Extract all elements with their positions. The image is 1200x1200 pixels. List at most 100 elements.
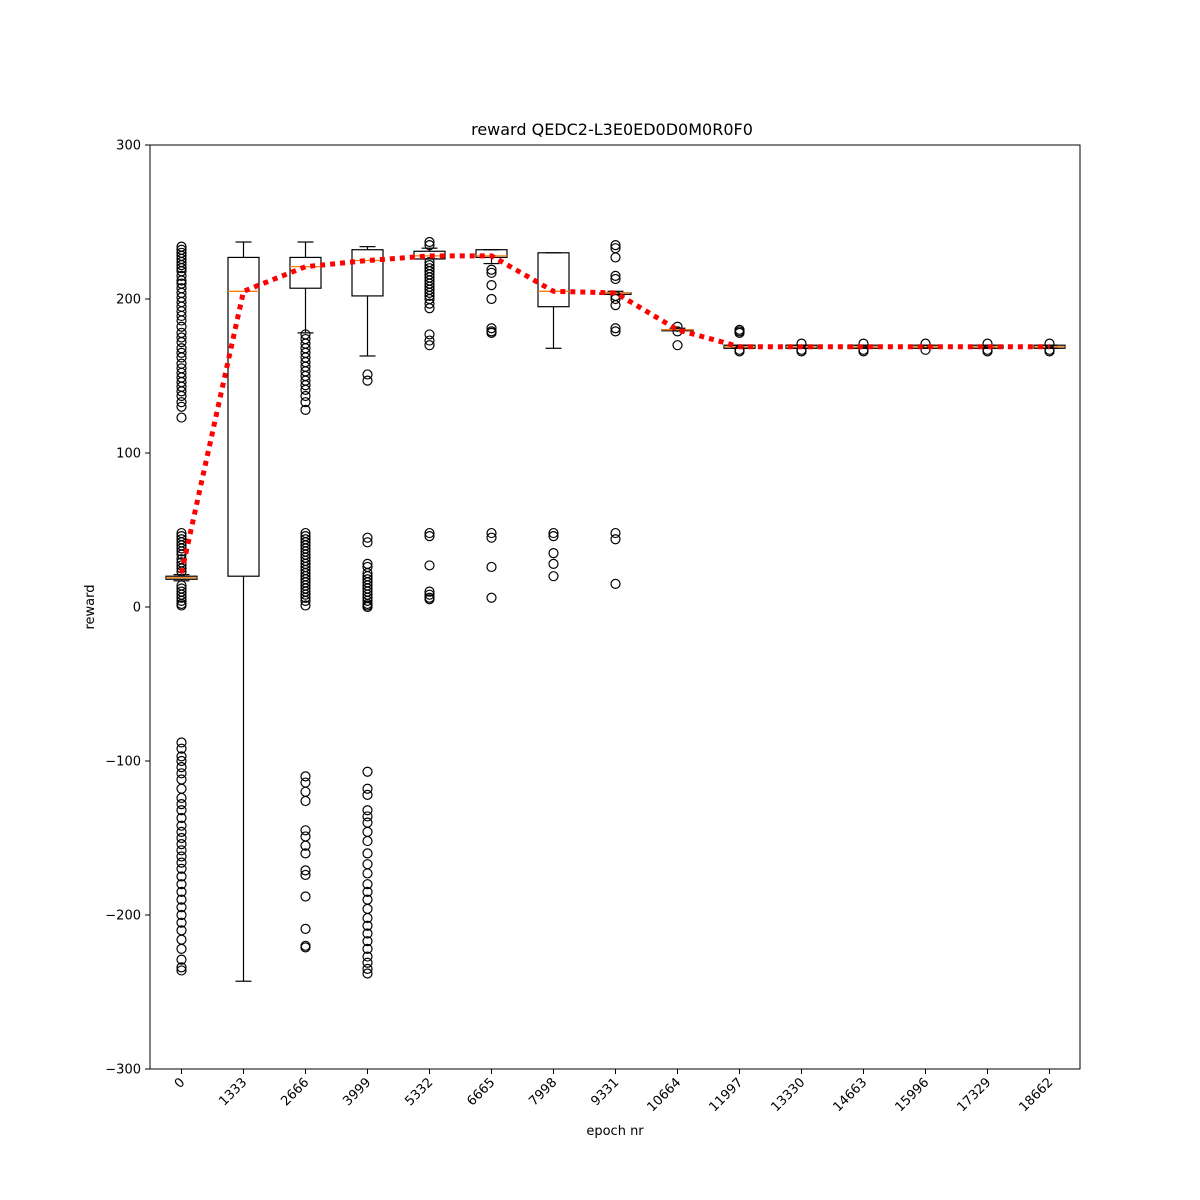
- flier-point: [610, 270, 621, 281]
- flier-point: [176, 857, 187, 868]
- flier-point: [362, 766, 373, 777]
- flier-point: [362, 375, 373, 386]
- flier-point: [362, 928, 373, 939]
- flier-point: [424, 335, 435, 346]
- flier-point: [300, 390, 311, 402]
- flier-point: [920, 338, 931, 349]
- flier-point: [486, 293, 497, 305]
- flier-point: [362, 968, 373, 979]
- flier-point: [300, 397, 311, 408]
- flier-point: [176, 337, 187, 348]
- flier-point: [610, 273, 621, 285]
- flier-point: [610, 240, 621, 251]
- flier-point: [424, 236, 435, 248]
- flier-point: [176, 595, 187, 606]
- flier-point: [362, 601, 373, 613]
- flier-point: [176, 751, 187, 762]
- y-tick-label: 0: [133, 601, 141, 616]
- flier-point: [362, 369, 373, 380]
- flier-point: [486, 532, 497, 543]
- flier-point: [176, 755, 187, 767]
- flier-point: [176, 315, 187, 326]
- flier-point: [982, 338, 993, 349]
- flier-point: [486, 267, 497, 278]
- flier-point: [176, 275, 187, 286]
- flier-point: [176, 886, 187, 898]
- flier-point: [176, 909, 187, 921]
- chart-title: reward QEDC2-L3E0ED0D0M0R0F0: [471, 120, 753, 139]
- flier-point: [176, 792, 187, 804]
- flier-point: [176, 820, 187, 831]
- flier-point: [362, 789, 373, 800]
- flier-point: [176, 270, 187, 281]
- flier-point: [486, 280, 497, 291]
- plot-area: [165, 236, 1066, 982]
- flier-point: [610, 578, 621, 590]
- flier-point: [424, 290, 435, 302]
- x-axis-label: epoch nr: [586, 1124, 644, 1139]
- flier-point: [610, 252, 621, 263]
- flier-point: [362, 848, 373, 859]
- flier-point: [424, 298, 435, 309]
- flier-point: [176, 962, 187, 973]
- flier-point: [362, 783, 373, 794]
- flier-point: [362, 963, 373, 975]
- flier-point: [300, 848, 311, 859]
- flier-point: [176, 894, 187, 905]
- flier-point: [300, 840, 311, 851]
- flier-point: [362, 957, 373, 968]
- flier-point: [362, 811, 373, 822]
- flier-point: [548, 571, 559, 582]
- flier-point: [424, 531, 435, 542]
- flier-point: [424, 303, 435, 314]
- flier-point: [300, 600, 311, 611]
- flier-point: [176, 902, 187, 913]
- flier-point: [610, 323, 621, 334]
- flier-point: [362, 868, 373, 879]
- flier-point: [176, 737, 187, 748]
- flier-point: [424, 340, 435, 351]
- flier-point: [176, 799, 187, 810]
- flier-point: [486, 561, 497, 573]
- flier-point: [858, 346, 869, 357]
- flier-point: [176, 566, 187, 577]
- flier-point: [920, 344, 931, 355]
- flier-point: [300, 825, 311, 836]
- flier-point: [362, 537, 373, 548]
- flier-point: [176, 543, 187, 554]
- flier-point: [610, 527, 621, 539]
- flier-point: [176, 397, 187, 408]
- box-3999: [351, 246, 384, 979]
- flier-point: [176, 332, 187, 343]
- flier-point: [176, 762, 187, 773]
- flier-point: [176, 954, 187, 965]
- flier-point: [176, 845, 187, 856]
- flier-point: [176, 321, 187, 332]
- flier-point: [362, 886, 373, 898]
- flier-point: [300, 404, 311, 415]
- flier-point: [362, 943, 373, 954]
- box-1333: [227, 241, 260, 982]
- flier-point: [176, 401, 187, 412]
- flier-point: [610, 326, 621, 337]
- flier-point: [176, 390, 187, 402]
- flier-point: [176, 386, 187, 397]
- y-tick-label: −100: [105, 755, 141, 770]
- flier-point: [858, 338, 869, 349]
- flier-point: [300, 380, 311, 391]
- flier-point: [176, 917, 187, 928]
- flier-point: [548, 527, 559, 539]
- flier-point: [486, 264, 497, 275]
- flier-point: [176, 839, 187, 850]
- flier-point: [424, 240, 435, 251]
- flier-point: [362, 805, 373, 816]
- box-body: [351, 249, 384, 297]
- box-5332: [413, 236, 446, 605]
- flier-point: [176, 851, 187, 862]
- flier-point: [176, 965, 187, 976]
- y-axis-label: reward: [83, 584, 98, 629]
- flier-point: [176, 412, 187, 423]
- y-tick-label: 100: [116, 447, 141, 462]
- flier-point: [176, 879, 187, 890]
